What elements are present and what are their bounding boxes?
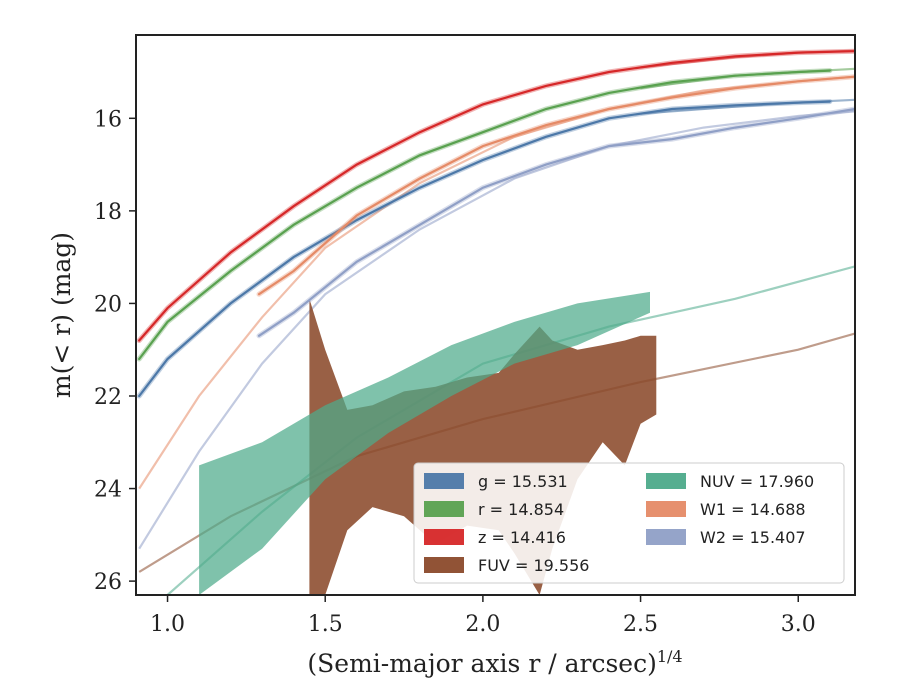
legend-swatch-w2 — [646, 529, 686, 545]
x-tick-label: 1.5 — [308, 612, 343, 637]
plot-frame — [135, 34, 856, 596]
legend-swatch-g — [424, 473, 464, 489]
y-tick-label: 16 — [94, 107, 122, 132]
legend-swatch-nuv — [646, 473, 686, 489]
legend-label-nuv: NUV = 17.960 — [700, 472, 814, 491]
profile-line-z — [138, 50, 855, 342]
legend-label-fuv: FUV = 19.556 — [478, 556, 589, 575]
band-fuv — [309, 298, 657, 595]
legend-label-r: r = 14.854 — [478, 500, 564, 519]
legend-label-z: z = 14.416 — [478, 528, 566, 547]
y-tick-label: 22 — [94, 385, 122, 410]
profile-line-w2 — [257, 107, 855, 337]
x-tick-label: 2.0 — [465, 612, 500, 637]
legend-swatch-w1 — [646, 501, 686, 517]
plot-area — [136, 48, 855, 595]
legend-label-w2: W2 = 15.407 — [700, 528, 806, 547]
y-tick-label: 24 — [94, 478, 122, 503]
profile-line-w1 — [257, 75, 855, 296]
profile-line-r — [138, 69, 831, 361]
y-axis-title: m(< r) (mag) — [47, 232, 76, 398]
legend-swatch-z — [424, 529, 464, 545]
axes: 1.0 1.5 2.0 2.5 3.0 16 18 20 22 24 26 — [94, 107, 816, 637]
y-tick-label: 18 — [94, 200, 122, 225]
y-tick-label: 26 — [94, 570, 122, 595]
x-tick-label: 3.0 — [781, 612, 816, 637]
legend-box — [413, 462, 845, 584]
x-axis-title: (Semi-major axis r / arcsec)1/4 — [307, 647, 682, 678]
x-tick-label: 2.5 — [623, 612, 658, 637]
legend-label-w1: W1 = 14.688 — [700, 500, 806, 519]
y-tick-label: 20 — [94, 292, 122, 317]
band-nuv — [199, 291, 650, 595]
model-line-w2 — [138, 110, 855, 550]
x-tick-label: 1.0 — [150, 612, 185, 637]
legend-swatch-r — [424, 501, 464, 517]
legend-swatch-fuv — [424, 557, 464, 573]
legend-label-g: g = 15.531 — [478, 472, 568, 491]
profile-line-g — [138, 100, 831, 398]
legend: g = 15.531 r = 14.854 z = 14.416 FUV = 19.5… — [413, 462, 845, 584]
